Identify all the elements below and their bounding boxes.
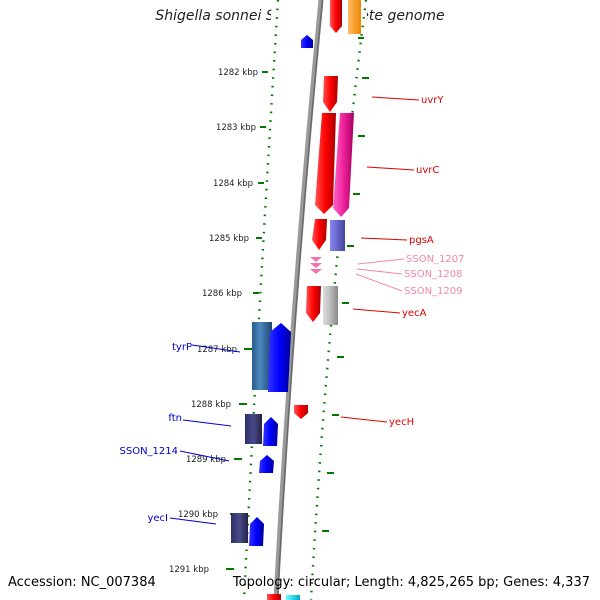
gene-uvrC[interactable] (315, 113, 336, 214)
gene-ftn[interactable] (263, 417, 278, 446)
gene-labels-right: uvrY uvrC pgsA SSON_1207 SSON_1208 SSON_… (389, 95, 465, 428)
gene-yecI-box[interactable] (231, 513, 248, 543)
gene-box-red-bottom[interactable] (267, 594, 281, 600)
gene-label[interactable]: ftn (168, 413, 182, 424)
gene-ftn-box[interactable] (245, 414, 262, 444)
track-band (242, 0, 368, 600)
gene-SSON_1207[interactable] (310, 257, 322, 262)
kbp-label: 1290 kbp (178, 510, 218, 520)
gene-label[interactable]: yecH (389, 417, 414, 428)
gene-label[interactable]: SSON_1207 (406, 254, 465, 265)
gene-yecA-gray[interactable] (323, 286, 338, 325)
kbp-label: 1285 kbp (209, 234, 249, 244)
gene-label[interactable]: uvrY (421, 95, 444, 106)
gene-uvrY[interactable] (323, 76, 338, 112)
gene-label[interactable]: SSON_1208 (404, 269, 463, 280)
gene-uvrC-pink[interactable] (333, 113, 354, 217)
gene-box-cyan-bottom[interactable] (286, 595, 300, 600)
kbp-label: 1287 kbp (197, 345, 237, 355)
gene-label[interactable]: SSON_1214 (120, 446, 179, 457)
gene-yecH[interactable] (294, 405, 308, 419)
kbp-label: 1291 kbp (169, 565, 209, 575)
gene-labels-left: tyrP ftn SSON_1214 yecI (120, 342, 193, 524)
kbp-label: 1289 kbp (186, 455, 226, 465)
gene-label[interactable]: uvrC (416, 165, 439, 176)
kbp-label: 1286 kbp (202, 289, 242, 299)
gene-tyrP[interactable] (268, 323, 291, 392)
kbp-labels: 1282 kbp 1283 kbp 1284 kbp 1285 kbp 1286… (169, 68, 258, 575)
callout-lines-left (169, 344, 241, 525)
gene-box-orange-top[interactable] (348, 0, 361, 34)
gene-SSON_1214[interactable] (259, 455, 274, 473)
genome-backbone (273, 0, 324, 600)
kbp-label: 1283 kbp (216, 123, 256, 133)
gene-label[interactable]: SSON_1209 (404, 286, 463, 297)
gene-SSON_1208[interactable] (310, 263, 322, 268)
kbp-label: 1284 kbp (213, 179, 253, 189)
gene-pgsA[interactable] (312, 219, 327, 250)
gene-yecI[interactable] (249, 517, 264, 546)
callout-lines-right (340, 96, 420, 423)
genome-summary: Topology: circular; Length: 4,825,265 bp… (232, 575, 590, 590)
kbp-label: 1282 kbp (218, 68, 258, 78)
gene-yecA[interactable] (306, 286, 321, 322)
gene-label[interactable]: pgsA (409, 235, 434, 246)
outer-ruler-line (242, 0, 280, 600)
accession-label: Accession: NC_007384 (8, 575, 156, 590)
kbp-label: 1288 kbp (191, 400, 231, 410)
gene-tyrP-box[interactable] (252, 322, 272, 390)
genome-backbone-shade (276, 0, 324, 600)
gene-label[interactable]: yecA (402, 308, 427, 319)
gene-pgsA-lav[interactable] (330, 220, 345, 251)
gene-SSON_1209[interactable] (310, 269, 322, 274)
gene-arrow-red-top[interactable] (330, 0, 342, 33)
gene-label[interactable]: yecI (147, 513, 168, 524)
gene-label[interactable]: tyrP (172, 342, 192, 353)
gene-arrow-blue-small-top[interactable] (301, 35, 313, 48)
